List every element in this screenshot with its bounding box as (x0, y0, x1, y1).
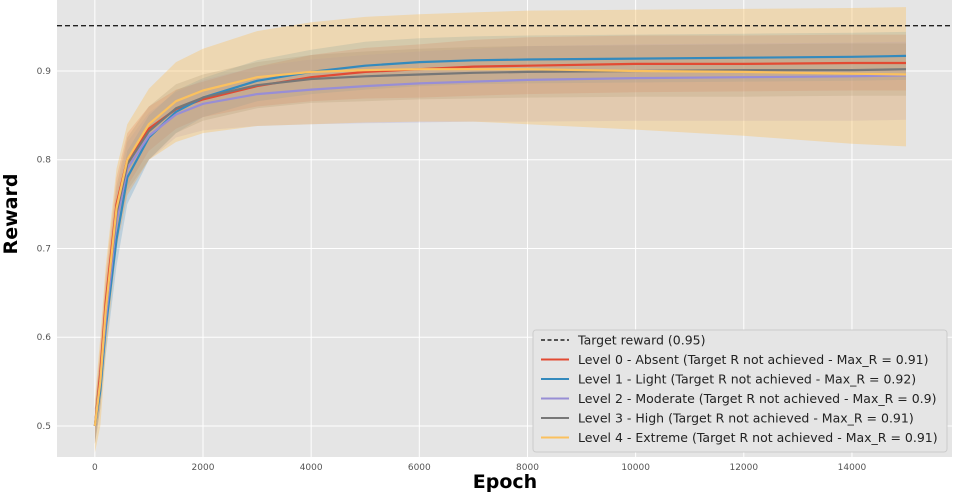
x-tick-label: 2000 (192, 463, 215, 473)
band-level-3 (94, 43, 906, 444)
y-ticks: 0.5 0.6 0.7 0.8 0.9 (37, 67, 52, 432)
x-tick-label: 6000 (408, 463, 431, 473)
x-axis-label: Epoch (473, 471, 537, 493)
x-tick-label: 0 (92, 463, 98, 473)
legend-label-level-4: Level 4 - Extreme (Target R not achieved… (578, 430, 938, 445)
series-lines (93, 54, 907, 427)
y-tick-label: 0.6 (37, 333, 52, 343)
series-line-level-1 (93, 54, 907, 427)
x-tick-label: 12000 (729, 463, 758, 473)
y-tick-label: 0.8 (37, 156, 52, 166)
legend-label-level-0: Level 0 - Absent (Target R not achieved … (578, 352, 929, 367)
y-tick-label: 0.9 (37, 67, 52, 77)
band-level-2 (94, 41, 906, 444)
legend-target-label: Target reward (0.95) (577, 333, 706, 348)
legend: Target reward (0.95) Level 0 - Absent (Ta… (532, 329, 948, 453)
x-tick-label: 8000 (516, 463, 539, 473)
x-tick-label: 4000 (300, 463, 323, 473)
y-tick-label: 0.7 (37, 244, 51, 254)
series-line-level-4 (93, 68, 907, 427)
legend-label-level-1: Level 1 - Light (Target R not achieved -… (578, 372, 916, 387)
legend-label-level-3: Level 3 - High (Target R not achieved - … (578, 411, 914, 426)
x-tick-label: 10000 (621, 463, 650, 473)
legend-label-level-2: Level 2 - Moderate (Target R not achieve… (578, 391, 936, 406)
y-axis-label: Reward (0, 174, 22, 255)
band-level-4 (94, 7, 906, 453)
y-tick-label: 0.5 (37, 422, 51, 432)
x-tick-label: 14000 (838, 463, 867, 473)
legend-box (532, 329, 948, 453)
x-ticks: 0 2000 4000 6000 8000 10000 12000 14000 (92, 463, 867, 473)
